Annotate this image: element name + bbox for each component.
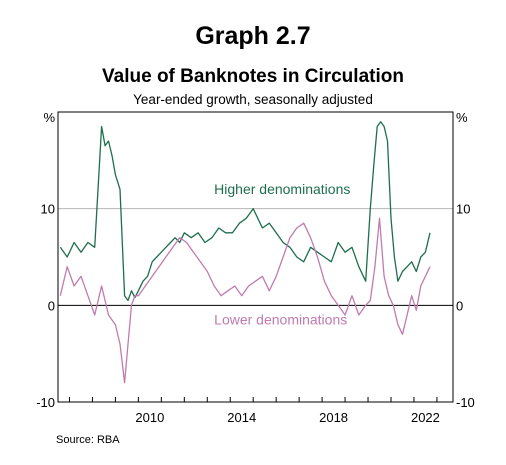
y-tick-label-left: -10 xyxy=(36,395,55,410)
axis-ticks xyxy=(68,397,438,402)
axis-labels: -10 -10 0 0 10 10% % 2010 2014 2018 2022 Higher den… xyxy=(36,110,475,425)
x-tick-label: 2010 xyxy=(135,410,164,425)
chart-subtitle: Year-ended growth, seasonally adjusted xyxy=(133,92,373,107)
y-unit-left: % xyxy=(43,110,55,125)
higher-denominations-line xyxy=(59,121,431,302)
chart-title: Value of Banknotes in Circulation xyxy=(102,66,404,87)
plot-frame xyxy=(57,111,454,403)
x-tick-label: 2022 xyxy=(411,410,440,425)
higher-denominations-label: Higher denominations xyxy=(214,181,350,197)
lower-denominations-line xyxy=(59,217,431,384)
y-tick-label-left: 0 xyxy=(48,298,55,313)
y-unit-right: % xyxy=(456,110,468,125)
graph-number: Graph 2.7 xyxy=(195,22,311,50)
source-note: Source: RBA xyxy=(56,434,120,446)
x-tick-label: 2014 xyxy=(227,410,256,425)
y-tick-label-right: 0 xyxy=(456,298,463,313)
y-tick-label-right: 10 xyxy=(456,202,470,217)
grid-lines xyxy=(58,208,453,306)
x-tick-label: 2018 xyxy=(319,410,348,425)
y-tick-label-right: -10 xyxy=(456,395,475,410)
y-tick-label-left: 10 xyxy=(41,202,55,217)
lower-denominations-label: Lower denominations xyxy=(214,312,347,328)
series-lines xyxy=(59,121,431,384)
